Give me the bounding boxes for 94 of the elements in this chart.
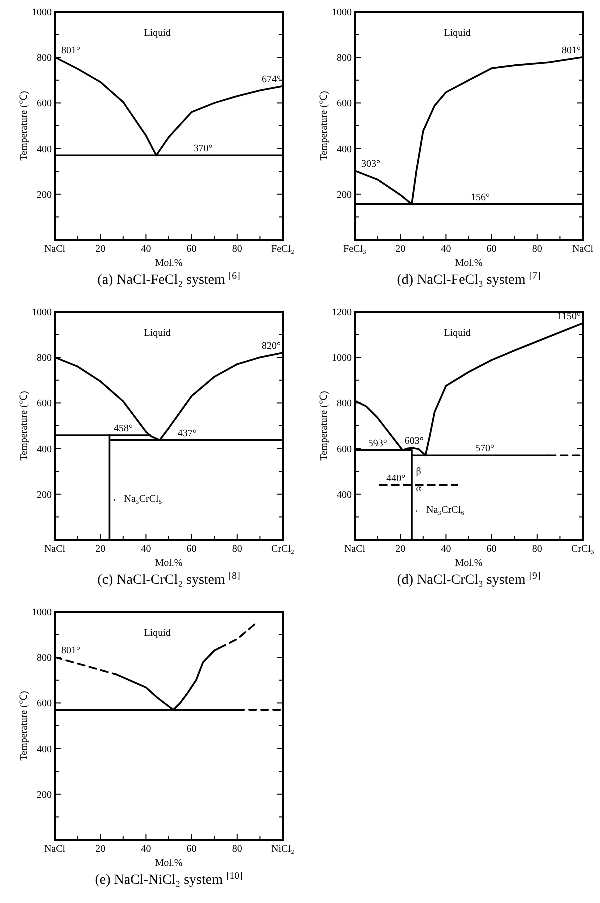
x-tick-label: 60 [186, 544, 197, 555]
y-tick-label: 800 [337, 53, 352, 64]
y-axis-title: Temperature (℃) [319, 391, 330, 461]
y-tick-label: 400 [37, 444, 52, 456]
x-tick-label: 80 [532, 544, 542, 555]
x-tick-label: NaCl [44, 544, 66, 555]
text: (d) NaCl-FeCl₃ system $^{[7]}$ [397, 270, 541, 288]
annotation: 801° [562, 45, 581, 56]
annotation: 570° [476, 444, 495, 455]
x-tick-label: 20 [96, 844, 106, 855]
annotation: 801° [62, 645, 81, 656]
y-tick-label: 800 [337, 398, 352, 410]
x-tick-label: 20 [396, 244, 406, 255]
y-tick-label: 1000 [332, 8, 352, 18]
y-tick-label: 200 [37, 790, 52, 801]
y-tick-label: 1000 [32, 308, 52, 318]
y-tick-label: 600 [337, 98, 352, 110]
annotation: 674° [262, 74, 281, 86]
x-tick-label: 60 [486, 244, 497, 255]
x-tick-label: 40 [441, 244, 452, 255]
annotation: 440° [386, 473, 406, 484]
y-tick-label: 800 [37, 653, 52, 664]
y-tick-label: 800 [37, 53, 52, 64]
x-axis-title: Mol.% [155, 858, 183, 869]
y-axis-title: Temperature (℃) [19, 391, 30, 461]
x-axis-title: Mol.% [455, 558, 483, 569]
x-tick-label: 40 [141, 544, 152, 555]
y-tick-label: 400 [37, 144, 52, 156]
annotation: α [416, 484, 422, 495]
x-tick-label: 20 [96, 544, 106, 555]
y-tick-label: 400 [37, 744, 52, 756]
x-tick-label: 40 [441, 544, 452, 555]
text: (e) NaCl-NiCl₂ system $^{[10]}$ [95, 870, 243, 888]
x-axis-title: Mol.% [155, 558, 183, 569]
annotation: 156° [471, 192, 490, 204]
annotation: 1150° [557, 311, 581, 322]
x-tick-label: 20 [396, 544, 406, 555]
x-axis-title: Mol.% [455, 258, 483, 269]
text: (c) NaCl-CrCl₂ system $^{[8]}$ [98, 570, 240, 588]
y-tick-label: 1200 [332, 308, 352, 318]
x-tick-label: 80 [232, 844, 242, 855]
y-axis-title: Temperature (℃) [19, 691, 30, 761]
x-tick-label: 60 [186, 244, 197, 255]
y-tick-label: 1000 [32, 608, 52, 618]
x-tick-label: 20 [96, 244, 106, 255]
annotation: 458° [114, 424, 133, 435]
y-tick-label: 1000 [332, 353, 352, 364]
y-tick-label: 200 [37, 190, 52, 201]
x-tick-label: CrCl₂ [272, 544, 294, 555]
y-tick-label: 200 [37, 490, 52, 501]
x-tick-label: CrCl₃ [572, 544, 594, 555]
y-tick-label: 600 [337, 444, 352, 456]
annotation: 603° [404, 436, 424, 448]
y-axis-title: Temperature (℃) [319, 91, 330, 161]
y-tick-label: 600 [37, 98, 52, 110]
annotation: Liquid [444, 28, 471, 39]
x-tick-label: 40 [141, 244, 152, 255]
x-tick-label: 60 [186, 844, 197, 855]
x-tick-label: 60 [486, 544, 497, 555]
y-tick-label: 600 [37, 398, 52, 410]
annotation: ← Na₃CrCl₅ [112, 494, 162, 505]
y-tick-label: 1000 [32, 8, 52, 18]
x-tick-label: NaCl [572, 244, 594, 255]
y-tick-label: 400 [337, 144, 352, 156]
annotation: Liquid [444, 328, 471, 339]
x-tick-label: FeCl₂ [272, 244, 294, 255]
annotation: Liquid [144, 628, 171, 639]
y-axis-title: Temperature (℃) [19, 91, 30, 161]
annotation: 820° [262, 341, 281, 352]
annotation: ← Na₃CrCl₆ [414, 505, 466, 516]
x-tick-label: NaCl [44, 844, 66, 855]
y-tick-label: 800 [37, 353, 52, 364]
annotation: β [416, 466, 422, 478]
annotation: 437° [178, 428, 197, 440]
x-tick-label: NiCl₂ [272, 844, 294, 855]
x-tick-label: 80 [232, 544, 242, 555]
y-tick-label: 200 [337, 190, 352, 201]
text: (a) NaCl-FeCl₂ system $^{[6]}$ [98, 270, 240, 288]
x-tick-label: 80 [232, 244, 242, 255]
y-tick-label: 400 [337, 490, 352, 501]
annotation: Liquid [144, 28, 171, 39]
annotation: 801° [62, 45, 81, 56]
annotation: 370° [194, 144, 213, 155]
annotation: Liquid [144, 328, 171, 339]
x-tick-label: NaCl [344, 544, 366, 555]
annotation: 303° [362, 158, 381, 170]
text: (d) NaCl-CrCl₃ system $^{[9]}$ [397, 570, 541, 588]
x-axis-title: Mol.% [155, 258, 183, 269]
annotation: 593° [368, 438, 388, 450]
x-tick-label: 80 [532, 244, 542, 255]
x-tick-label: FeCl₃ [344, 244, 366, 255]
y-tick-label: 600 [37, 698, 52, 710]
x-tick-label: NaCl [44, 244, 66, 255]
x-tick-label: 40 [141, 844, 152, 855]
